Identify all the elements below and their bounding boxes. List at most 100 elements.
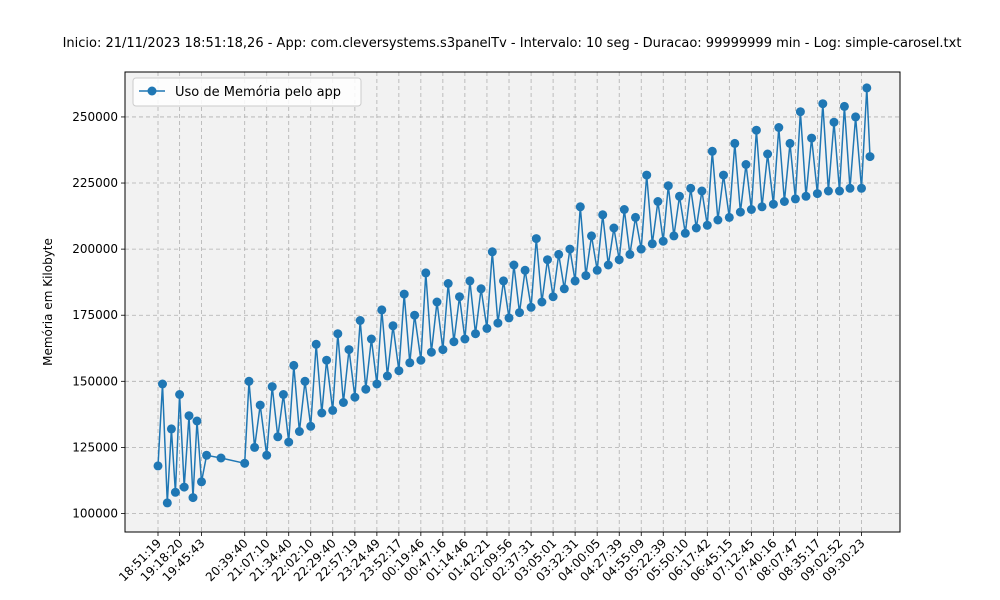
data-point <box>807 133 817 143</box>
data-point <box>531 234 541 244</box>
data-point <box>757 202 767 212</box>
data-point <box>344 345 354 355</box>
data-point <box>691 223 701 233</box>
data-point <box>697 186 707 196</box>
data-point <box>300 376 310 386</box>
data-point <box>746 205 756 214</box>
data-point <box>631 212 640 222</box>
data-point <box>382 371 392 381</box>
data-point <box>801 191 811 201</box>
data-point <box>658 236 668 246</box>
data-point <box>471 329 480 339</box>
data-point <box>835 186 844 196</box>
data-point <box>663 181 673 191</box>
data-point <box>543 255 552 265</box>
data-point <box>294 427 304 436</box>
data-point <box>812 189 822 199</box>
data-point <box>170 487 180 497</box>
data-point <box>851 112 861 122</box>
data-point <box>526 302 536 312</box>
y-tick-label: 225000 <box>72 176 118 190</box>
data-point <box>724 212 734 222</box>
data-point <box>719 170 728 180</box>
data-point <box>278 390 288 399</box>
data-point <box>158 379 167 389</box>
data-point <box>614 255 624 265</box>
data-point <box>575 202 585 212</box>
data-point <box>823 186 833 196</box>
data-point <box>520 265 530 275</box>
data-point <box>570 276 580 286</box>
y-axis: 100000 125000 150000 175000 200000 225000 2500… <box>72 110 125 520</box>
chart-title: Inicio: 21/11/2023 18:51:18,26 - App: co… <box>63 36 962 51</box>
data-point <box>366 334 376 344</box>
data-point <box>240 458 250 468</box>
legend: Uso de Memória pelo app <box>132 77 362 107</box>
data-point <box>487 247 497 257</box>
data-point <box>432 297 442 307</box>
data-point <box>338 398 348 407</box>
data-point <box>328 405 338 415</box>
legend-frame <box>132 77 362 107</box>
data-point <box>465 276 475 286</box>
data-point <box>581 271 591 281</box>
data-point <box>763 149 773 159</box>
data-point <box>587 231 596 241</box>
y-tick-label: 100000 <box>72 506 118 520</box>
data-point <box>592 265 602 275</box>
plot-area <box>125 72 900 532</box>
data-point <box>438 345 448 355</box>
data-point <box>289 360 299 370</box>
data-point <box>175 390 185 399</box>
data-point <box>166 424 176 434</box>
data-point <box>509 260 519 270</box>
data-point <box>779 197 789 206</box>
data-point <box>647 239 657 249</box>
data-point <box>609 223 619 233</box>
data-point <box>162 498 172 508</box>
data-point <box>306 421 316 431</box>
data-point <box>730 138 740 148</box>
data-point <box>416 355 426 365</box>
data-point <box>504 313 514 323</box>
data-point <box>515 308 524 318</box>
data-point <box>311 339 321 349</box>
data-point <box>482 323 492 333</box>
data-point <box>795 107 805 117</box>
data-point <box>741 160 751 169</box>
data-point <box>713 215 723 225</box>
data-point <box>184 411 194 421</box>
data-point <box>790 194 800 204</box>
data-point <box>372 379 382 389</box>
data-point <box>619 205 629 214</box>
data-point <box>179 482 189 492</box>
data-point <box>845 183 855 193</box>
data-point <box>421 268 431 278</box>
data-point <box>686 183 696 193</box>
data-point <box>284 437 294 447</box>
y-tick-label: 250000 <box>72 110 118 124</box>
data-point <box>603 260 613 270</box>
data-point <box>675 191 684 201</box>
data-point <box>449 337 459 347</box>
data-point <box>216 453 226 463</box>
data-point <box>707 146 717 156</box>
y-axis-label: Memória em Kilobyte <box>41 238 55 366</box>
data-point <box>857 183 866 193</box>
data-point <box>653 197 663 206</box>
data-point <box>426 347 436 357</box>
data-point <box>785 138 795 148</box>
data-point <box>669 231 679 241</box>
data-point <box>197 477 206 487</box>
y-tick-label: 125000 <box>72 440 118 454</box>
y-tick-label: 200000 <box>72 242 118 256</box>
data-point <box>537 297 547 307</box>
data-point <box>333 329 343 339</box>
data-point <box>865 152 875 162</box>
data-point <box>768 199 778 209</box>
data-point <box>642 170 652 180</box>
data-point <box>405 358 415 368</box>
data-point <box>636 244 646 254</box>
data-point <box>839 101 849 111</box>
data-point <box>735 207 745 217</box>
